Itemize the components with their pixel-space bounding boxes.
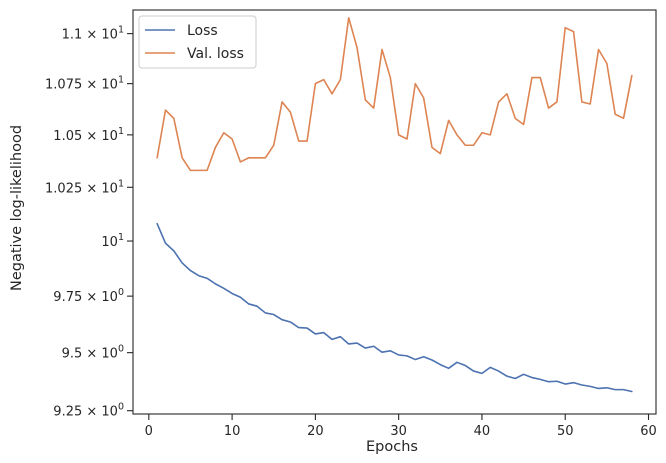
plot-frame: [132, 9, 657, 415]
y-tick-label: 9.75 × 100: [53, 287, 124, 305]
legend: Loss Val. loss: [138, 15, 257, 69]
y-axis-ticks: 9.25 × 100 9.5 × 100 9.75 × 100 101 1.025 × …: [45, 25, 133, 420]
y-axis-title: Negative log-likelihood: [9, 125, 25, 291]
x-tick-label: 20: [307, 424, 324, 439]
y-tick-label: 9.25 × 100: [53, 402, 124, 420]
x-tick-label: 50: [557, 424, 574, 439]
x-tick-label: 10: [224, 424, 241, 439]
series-line-loss: [156, 222, 633, 393]
y-tick-label: 101: [101, 232, 124, 250]
y-tick-label: 9.5 × 100: [62, 344, 124, 362]
series-line-val-loss: [156, 17, 633, 172]
x-tick-label: 0: [145, 424, 153, 439]
x-tick-label: 40: [474, 424, 491, 439]
legend-label: Val. loss: [187, 46, 244, 62]
y-tick-label: 1.075 × 101: [45, 75, 124, 93]
x-tick-label: 60: [640, 424, 657, 439]
plot-area: [132, 9, 657, 415]
legend-box: [138, 15, 257, 69]
x-tick-label: 30: [390, 424, 407, 439]
series-layer: [156, 17, 633, 393]
y-tick-label: 1.025 × 101: [45, 178, 124, 196]
y-tick-label: 1.05 × 101: [53, 126, 124, 144]
y-tick-label: 1.1 × 101: [62, 25, 124, 43]
legend-label: Loss: [187, 23, 218, 39]
x-axis-title: Epochs: [366, 439, 418, 455]
x-axis-ticks: 0 10 20 30 40 50 60: [145, 414, 657, 439]
